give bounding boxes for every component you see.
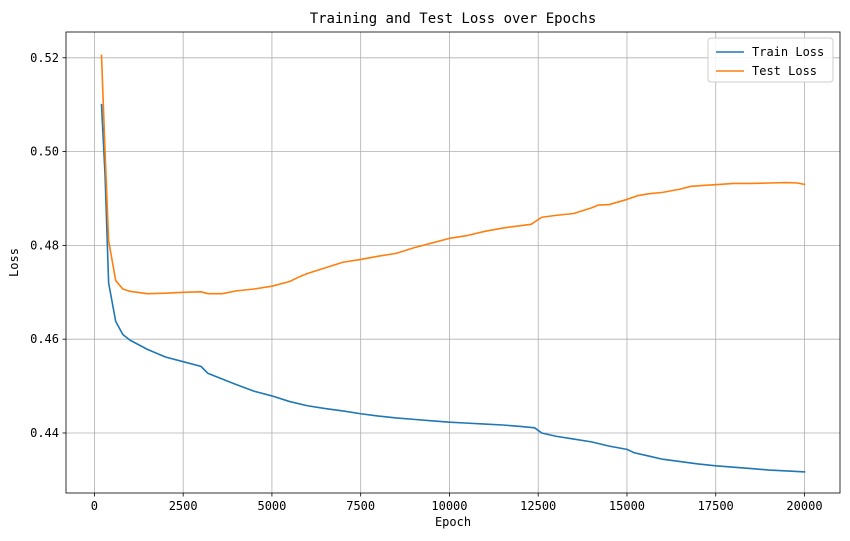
x-tick-label: 10000 [431, 499, 467, 513]
x-tick-label: 0 [91, 499, 98, 513]
plot-frame [65, 31, 841, 494]
x-tick-label: 5000 [257, 499, 286, 513]
x-tick-label: 15000 [609, 499, 645, 513]
series-line-train-loss [100, 103, 806, 473]
chart-title: Training and Test Loss over Epochs [310, 11, 597, 27]
series-line-test-loss [100, 54, 806, 295]
x-tick-label: 17500 [698, 499, 734, 513]
y-tick-label: 0.50 [30, 145, 59, 159]
x-tick-label: 12500 [520, 499, 556, 513]
y-tick-label: 0.52 [30, 51, 59, 65]
legend-entry-train-loss: Train Loss [752, 45, 824, 59]
plot-lines [100, 54, 806, 473]
x-axis-label: Epoch [435, 515, 471, 529]
x-tick-label: 20000 [786, 499, 822, 513]
legend: Train Loss Test Loss [707, 37, 834, 83]
y-tick-label: 0.48 [30, 238, 59, 252]
y-tick-label: 0.46 [30, 332, 59, 346]
x-tick-label: 7500 [346, 499, 375, 513]
axis-ticks: 0 2500 5000 7500 10000 12500 15000 17500 20000 0.… [30, 51, 822, 513]
y-tick-label: 0.44 [30, 426, 59, 440]
y-axis-label: Loss [7, 248, 21, 277]
grid [66, 32, 840, 493]
legend-entry-test-loss: Test Loss [752, 64, 817, 78]
x-tick-label: 2500 [169, 499, 198, 513]
